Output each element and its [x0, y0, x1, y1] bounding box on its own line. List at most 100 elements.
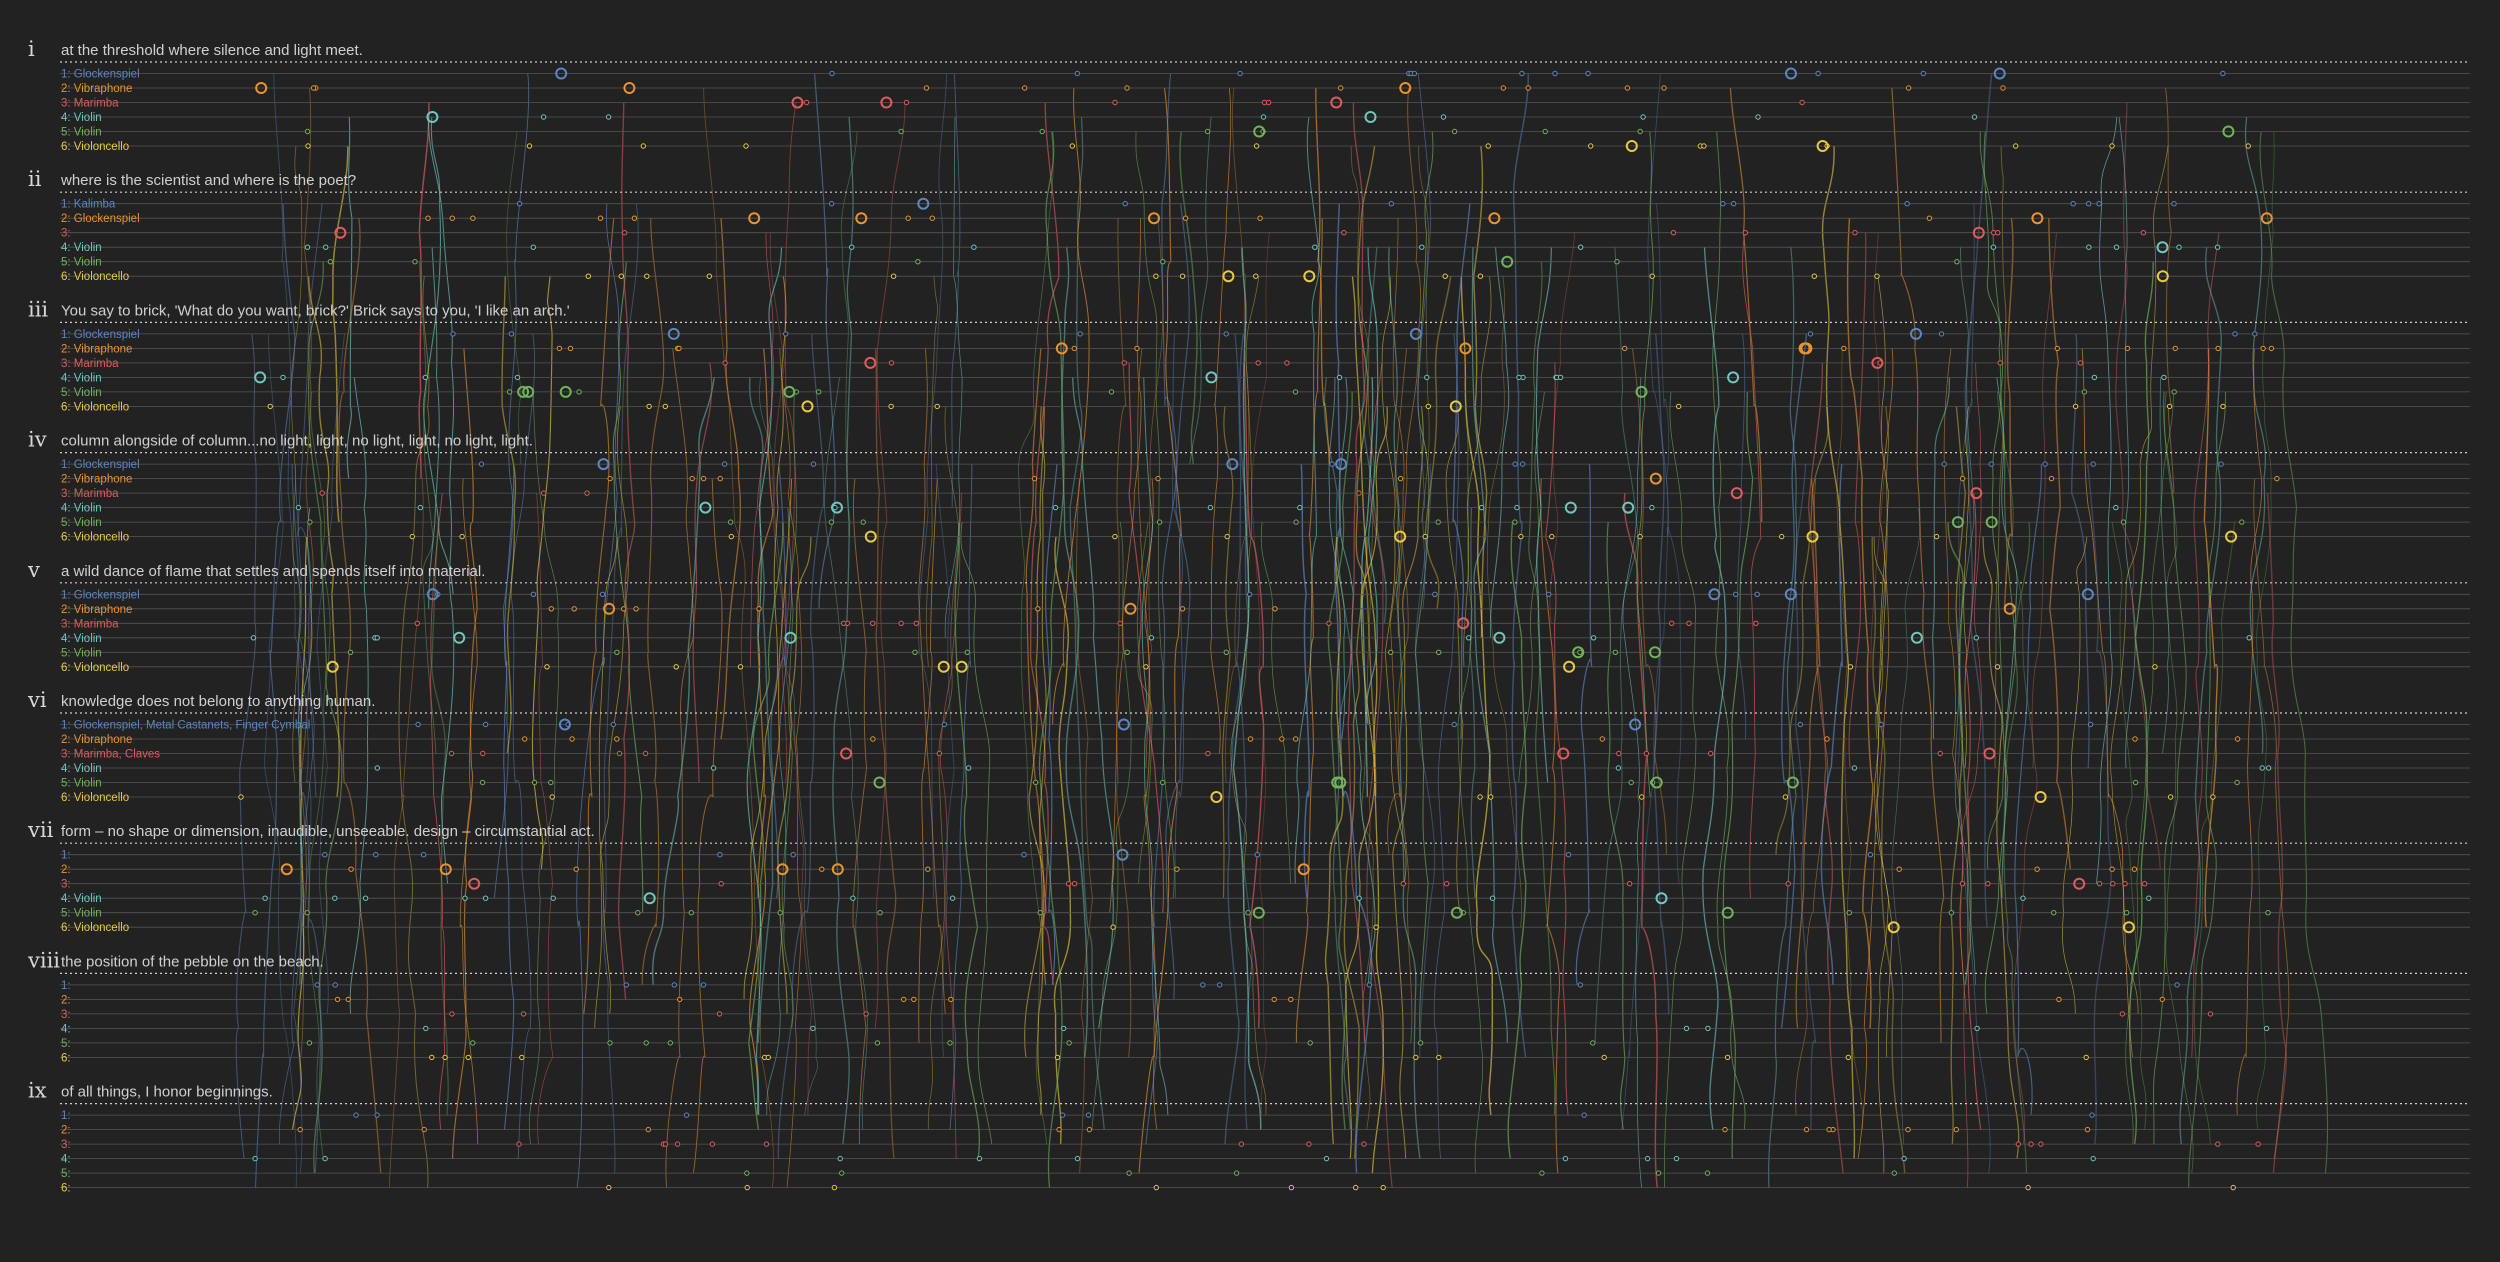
note-marker [1622, 345, 1628, 352]
instrument-label: 6: Violoncello [61, 922, 129, 934]
thread-line [1424, 276, 1452, 609]
section-numeral: i [28, 37, 35, 61]
note-marker [2260, 345, 2266, 352]
note-marker [480, 750, 486, 757]
thread-line [759, 377, 819, 1116]
thread-line [346, 116, 353, 479]
note-marker [677, 996, 683, 1003]
note-marker [1670, 230, 1677, 236]
note-marker [1797, 721, 1804, 728]
note-marker [1655, 1170, 1662, 1176]
thread-line [299, 87, 314, 1058]
note-marker [744, 1184, 750, 1191]
note-node [1488, 212, 1501, 225]
thread-line [1414, 131, 1434, 1043]
thread-line [1875, 406, 1890, 740]
note-node [1210, 791, 1223, 803]
note-marker [2142, 881, 2148, 887]
note-node [1985, 516, 1998, 529]
note-node [426, 588, 439, 601]
note-marker [1039, 128, 1045, 135]
note-marker [1905, 85, 1912, 91]
instrument-label: 2: [61, 864, 71, 876]
thread-line [750, 232, 774, 667]
note-node [522, 385, 535, 398]
note-marker [2220, 403, 2226, 410]
note-marker [267, 403, 273, 410]
note-marker [1546, 591, 1552, 597]
note-marker [890, 273, 897, 279]
thread-line [1260, 522, 1291, 884]
note-marker [1867, 852, 1874, 858]
note-marker [1134, 345, 1140, 352]
note-node [597, 458, 610, 471]
note-marker [1419, 244, 1425, 250]
note-marker [2167, 794, 2174, 800]
note-marker [1155, 475, 1161, 482]
note-marker [1673, 1155, 1680, 1162]
note-marker [1479, 504, 1485, 511]
thread-line [1381, 276, 1407, 884]
thread-line [1820, 464, 1844, 985]
note-marker [2119, 1011, 2126, 1017]
thread-line [1109, 218, 1142, 913]
thread-line [1636, 131, 1654, 798]
note-marker [297, 1126, 303, 1133]
note-marker [1205, 750, 1211, 757]
note-node [1625, 140, 1638, 152]
instrument-label: 2: [61, 994, 71, 1006]
note-node [831, 863, 844, 876]
thread-line [418, 102, 430, 479]
note-marker [903, 99, 910, 106]
instrument-label: 4: Violin [61, 893, 102, 905]
note-marker [888, 403, 894, 410]
note-marker [1108, 389, 1115, 395]
instrument-label: 3: Marimba [61, 358, 119, 370]
note-marker [2123, 910, 2130, 916]
note-marker [1753, 620, 1759, 626]
note-marker [1516, 374, 1522, 381]
thread-line [1463, 276, 1492, 667]
note-node [776, 863, 789, 876]
note-marker [1255, 360, 1261, 366]
note-marker [2091, 374, 2098, 381]
note-marker [252, 1155, 258, 1162]
thread-line [2003, 522, 2031, 1174]
note-marker [606, 1184, 612, 1191]
note-marker [2077, 360, 2084, 366]
note-marker [1520, 461, 1526, 467]
note-marker [417, 504, 423, 511]
thread-line [2003, 218, 2014, 609]
thread-line [1295, 218, 1323, 1043]
note-node [1721, 906, 1734, 919]
note-marker [2152, 664, 2158, 670]
note-marker [478, 461, 485, 467]
note-marker [1995, 230, 2001, 236]
note-marker [640, 143, 646, 149]
note-node [2003, 602, 2016, 615]
note-marker [633, 606, 639, 612]
note-marker [465, 1054, 471, 1061]
note-marker [459, 533, 465, 540]
note-marker [1425, 403, 1432, 410]
note-marker [1436, 649, 1442, 655]
note-marker [911, 996, 917, 1003]
note-marker [2232, 331, 2238, 337]
thread-line [1891, 507, 1921, 1145]
thread-line [1460, 276, 1494, 1116]
note-marker [2218, 461, 2224, 467]
note-marker [1288, 1184, 1295, 1191]
thread-line [1712, 131, 1746, 1130]
note-node [1649, 646, 1661, 659]
thread-line [1943, 348, 1967, 1014]
note-marker [1500, 85, 1507, 91]
note-marker [1466, 635, 1472, 641]
note-marker [1920, 70, 1927, 77]
thread-line [1351, 276, 1385, 1174]
thread-line [1251, 232, 1270, 1116]
section-title: of all things, I honor beginnings. [61, 1084, 273, 1101]
note-marker [1117, 620, 1123, 626]
note-marker [688, 910, 694, 916]
instrument-label: 6: [61, 1183, 71, 1195]
instrument-label: 4: Violin [61, 372, 102, 384]
